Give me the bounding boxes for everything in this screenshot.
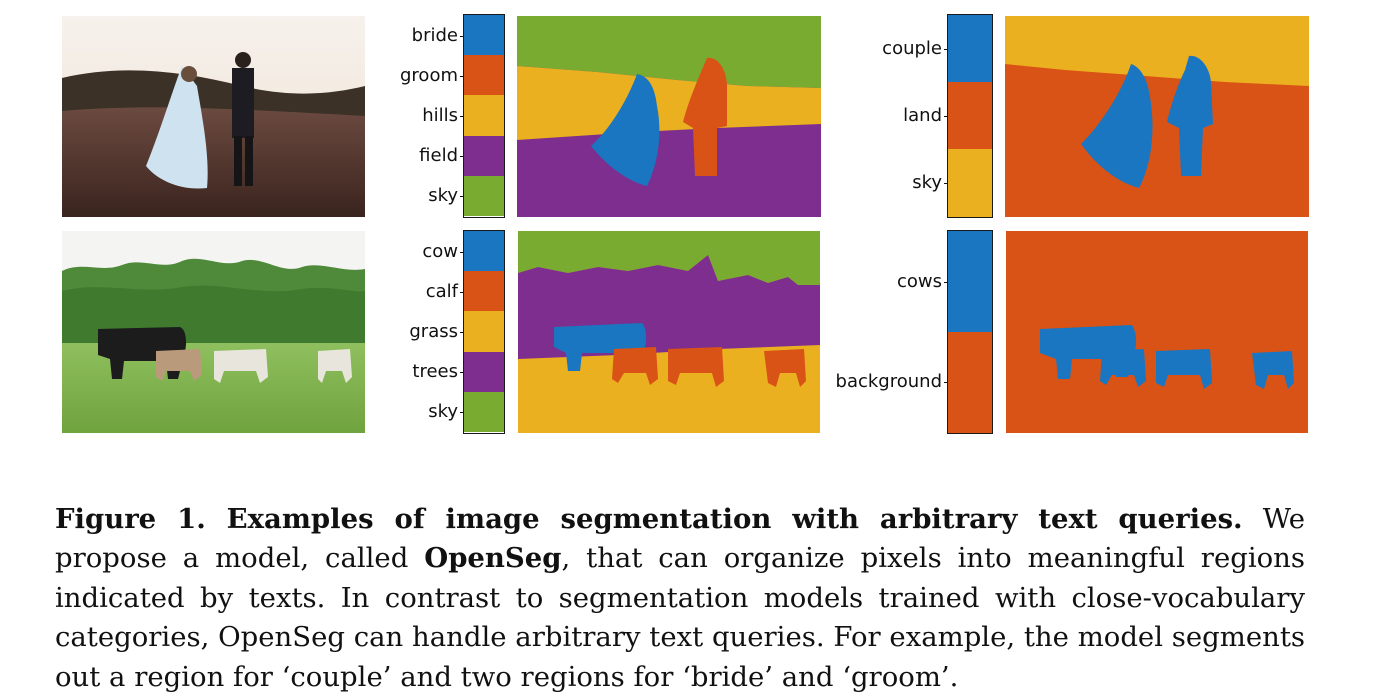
legend-swatch-cow: [464, 231, 504, 272]
legend-swatch-land: [948, 82, 992, 150]
row2-fine-segmentation-map: [518, 231, 820, 433]
wedding-photo: [62, 16, 365, 217]
legend-label-bride: bride: [412, 26, 458, 46]
legend-swatch-sky: [948, 149, 992, 217]
legend-swatch-couple: [948, 15, 992, 83]
legend-swatch-hills: [464, 95, 504, 136]
legend-label-field: field: [419, 146, 458, 166]
legend-swatch-grass: [464, 311, 504, 352]
legend-swatch-field: [464, 136, 504, 177]
legend-swatch-cows: [948, 231, 992, 332]
row2-coarse-legend: [947, 230, 993, 434]
legend-label-hills: hills: [422, 106, 458, 126]
row2-coarse-segmentation-map: [1006, 231, 1308, 433]
wedding-couple-photo-icon: [62, 16, 365, 217]
legend-label-land: land: [903, 106, 942, 126]
legend-label-calf: calf: [426, 282, 458, 302]
legend-label-sky: sky: [912, 173, 942, 193]
row1-fine-legend: [463, 14, 505, 218]
cows-photo: [62, 231, 365, 433]
legend-swatch-sky: [464, 392, 504, 433]
caption-model-name: OpenSeg: [424, 542, 561, 574]
row2-fine-legend: [463, 230, 505, 434]
legend-label-couple: couple: [882, 39, 942, 59]
figure-caption: Figure 1. Examples of image segmentation…: [55, 500, 1305, 697]
legend-label-sky: sky: [428, 402, 458, 422]
row1-fine-segmentation-map: [517, 16, 821, 217]
legend-swatch-background: [948, 332, 992, 433]
legend-label-trees: trees: [412, 362, 458, 382]
legend-swatch-calf: [464, 271, 504, 312]
legend-swatch-trees: [464, 352, 504, 393]
legend-swatch-bride: [464, 15, 504, 56]
caption-lead: Figure 1. Examples of image segmentation…: [55, 503, 1243, 535]
figure: bride groom hills field sky couple land sky: [0, 0, 1378, 450]
legend-swatch-sky: [464, 176, 504, 217]
row1-coarse-legend: [947, 14, 993, 218]
legend-label-sky: sky: [428, 186, 458, 206]
legend-label-cow: cow: [422, 242, 458, 262]
row1-coarse-segmentation-map: [1005, 16, 1309, 217]
legend-label-grass: grass: [409, 322, 458, 342]
legend-label-groom: groom: [400, 66, 458, 86]
legend-label-background: background: [836, 372, 942, 392]
legend-label-cows: cows: [897, 272, 942, 292]
cows-pasture-photo-icon: [62, 231, 365, 433]
legend-swatch-groom: [464, 55, 504, 96]
